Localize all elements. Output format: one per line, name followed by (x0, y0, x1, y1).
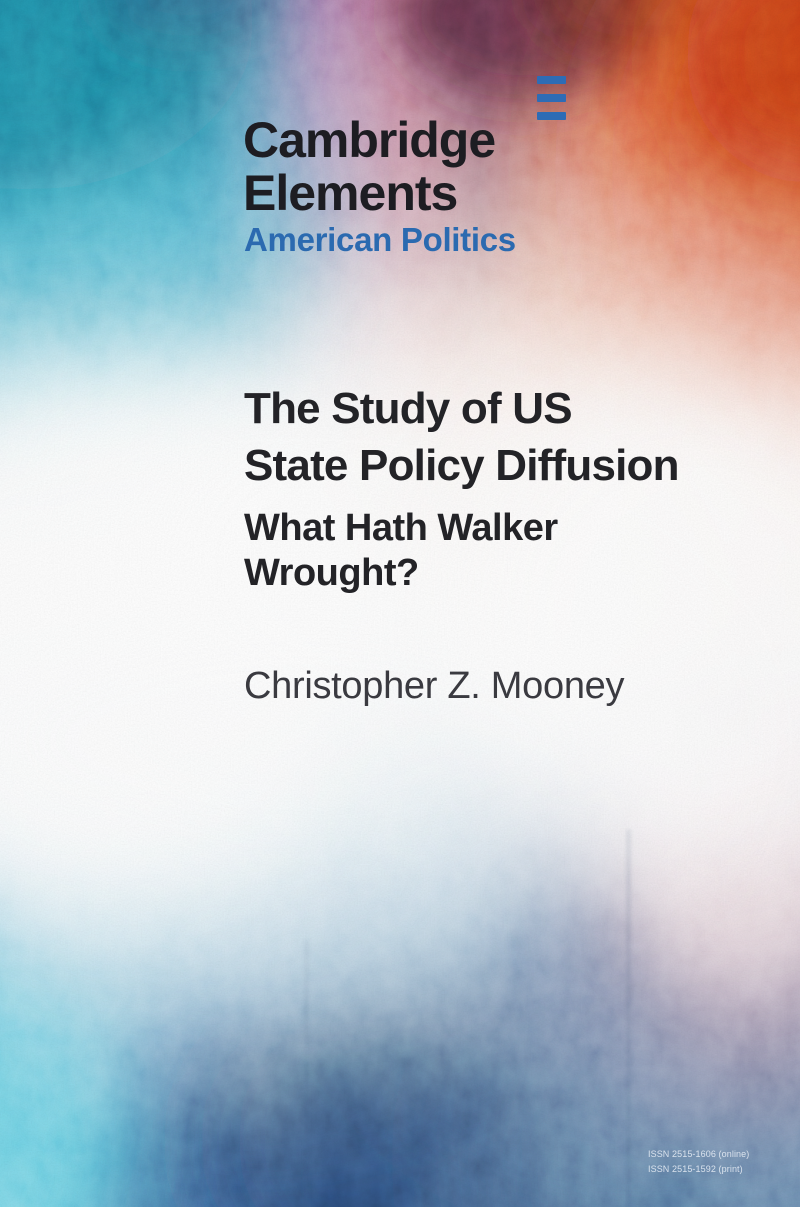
issn-block: ISSN 2515-1606 (online) ISSN 2515-1592 (… (648, 1147, 749, 1177)
brand-line-1: Cambridge (243, 112, 496, 168)
issn-print: ISSN 2515-1592 (print) (648, 1164, 743, 1174)
publisher-brand: Cambridge Elements (243, 112, 496, 221)
title-line-2: State Policy Diffusion (244, 441, 680, 490)
book-title: The Study of US State Policy Diffusion (244, 380, 680, 494)
logo-bar (537, 112, 566, 120)
author-name: Christopher Z. Mooney (244, 665, 625, 707)
series-name: American Politics (244, 221, 516, 258)
subtitle-line-1: What Hath Walker (244, 507, 558, 549)
title-line-1: The Study of US (244, 384, 573, 433)
issn-online: ISSN 2515-1606 (online) (648, 1149, 750, 1159)
cambridge-elements-logo-icon (537, 76, 566, 130)
brand-line-2: Elements (243, 165, 458, 221)
logo-bar (537, 76, 566, 84)
book-subtitle: What Hath Walker Wrought? (244, 506, 558, 596)
logo-bar (537, 94, 566, 102)
subtitle-line-2: Wrought? (244, 552, 419, 594)
